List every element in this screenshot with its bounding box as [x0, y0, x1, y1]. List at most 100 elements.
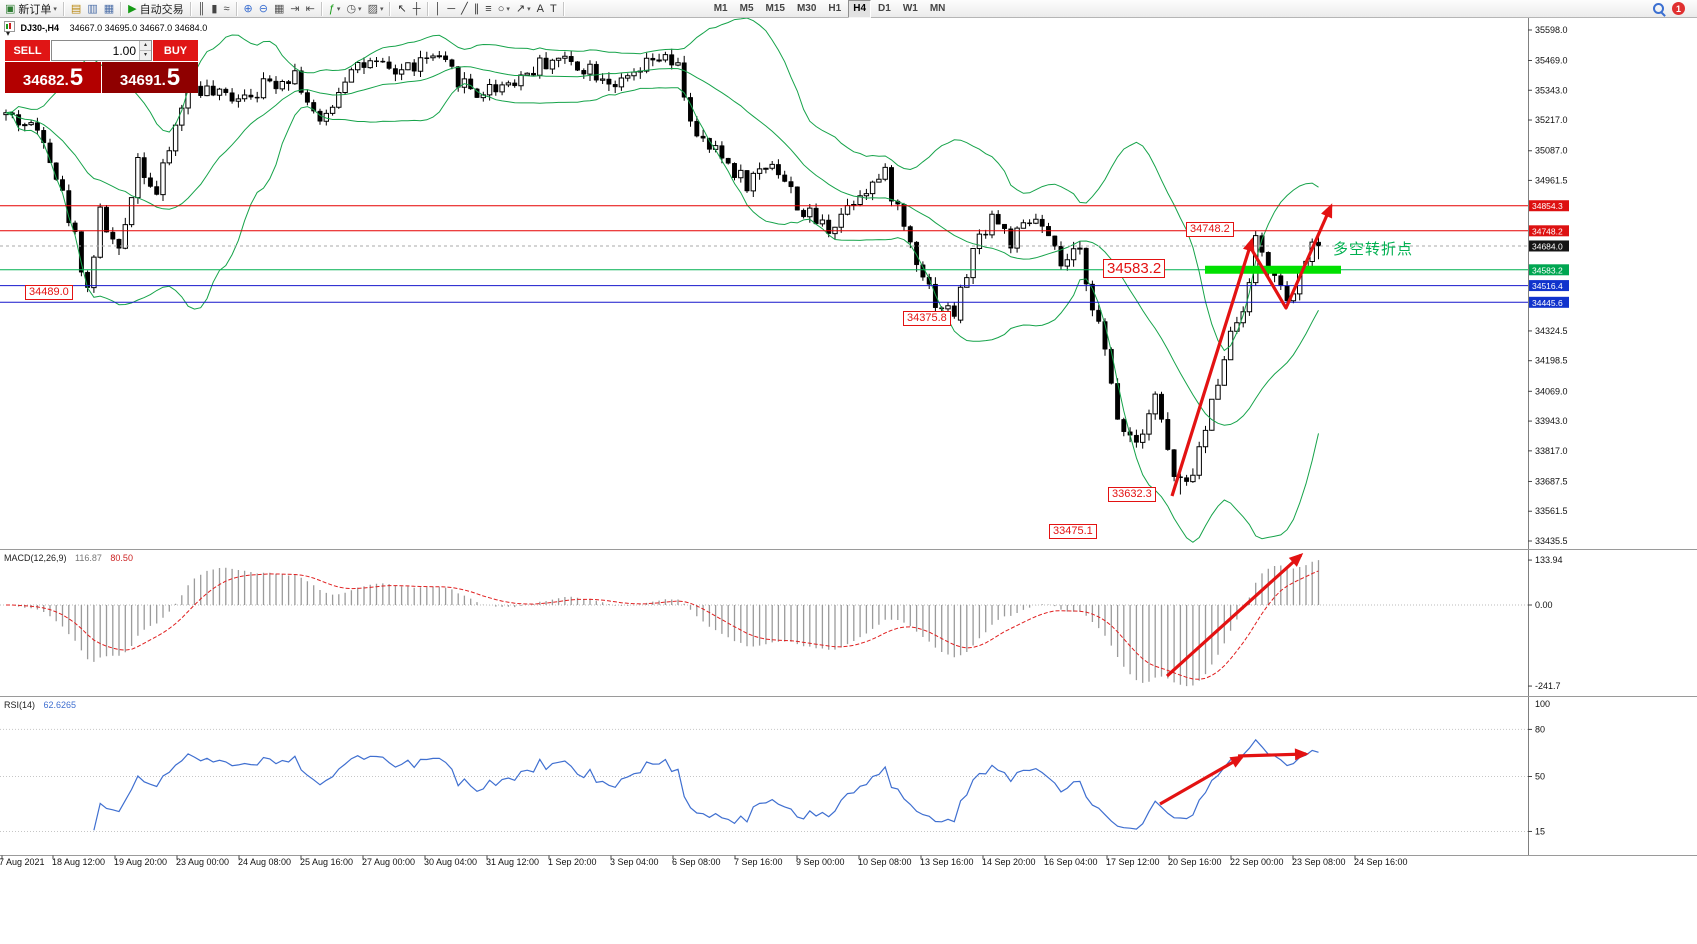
price-tick-label: 34961.5 — [1535, 175, 1568, 185]
price-tick-label: 34198.5 — [1535, 356, 1568, 366]
timeframe-h4-button[interactable]: H4 — [848, 0, 872, 18]
time-label: 14 Sep 20:00 — [982, 857, 1036, 867]
price-tag — [1529, 264, 1569, 276]
chart-window-button[interactable]: ▤ — [69, 1, 83, 17]
timeframe-bar: M1 M5 M15 M30 H1 H4 D1 W1 MN — [708, 0, 952, 18]
toolbar-separator — [235, 1, 238, 16]
macd-value-main: 116.87 — [75, 553, 102, 563]
rsi-scale-label: 80 — [1535, 724, 1545, 734]
tile-windows-button[interactable]: ▦ — [272, 1, 286, 17]
dropdown-caret-icon: ▾ — [53, 5, 57, 13]
zoom-out-button[interactable]: ⊖ — [257, 1, 270, 17]
timeframe-h1-button[interactable]: H1 — [828, 3, 842, 14]
time-label: 31 Aug 12:00 — [486, 857, 540, 867]
timeframe-m5-button[interactable]: M5 — [739, 3, 754, 14]
time-label: 17 Aug 2021 — [0, 857, 45, 867]
buy-button[interactable]: BUY — [153, 40, 198, 61]
shapes-icon: ○ — [497, 2, 505, 15]
macd-label: MACD(12,26,9) 116.87 80.50 — [4, 553, 133, 563]
rsi-value: 62.6265 — [43, 700, 77, 710]
equidistant-channel-icon: ∥ — [473, 2, 480, 15]
cursor-icon: ↖ — [397, 2, 407, 15]
buy-price-main: 34691. — [119, 72, 166, 89]
timeframe-m30-button[interactable]: M30 — [796, 3, 817, 14]
search-icon[interactable] — [1653, 3, 1664, 14]
crosshair-icon: ┼ — [412, 2, 421, 15]
toolbar: ▣ 新订单 ▾ ▤ ▥ ▦ ▶ 自动交易 ║ ▮ ≈ ⊕ ⊖ ▦ ⇥ ⇤ ƒ ▾ ◷ ▾ ▨ ▾ ↖ ┼ │ ─ ╱ ∥ ≡ ○ ▾ ↗ ▾ A T… — [0, 0, 1697, 18]
templates-button[interactable]: ▨ ▾ — [366, 1, 386, 17]
time-label: 10 Sep 08:00 — [858, 857, 912, 867]
print-icon: ▥ — [87, 2, 98, 15]
volume-field: ▴ ▾ — [51, 40, 152, 61]
text-button[interactable]: A — [535, 1, 546, 17]
timeframe-d1-button[interactable]: D1 — [878, 3, 891, 14]
price-flag: 33475.1 — [1049, 524, 1097, 539]
autotrading-button[interactable]: ▶ 自动交易 — [126, 1, 185, 17]
dropdown-caret-icon: ▾ — [358, 5, 362, 13]
line-chart-mode-button[interactable]: ≈ — [221, 1, 231, 17]
collapse-icon[interactable]: ▾ — [6, 29, 11, 38]
print-button[interactable]: ▥ — [85, 1, 99, 17]
trendline-icon: ╱ — [461, 2, 468, 15]
indicators-icon: ƒ — [328, 2, 335, 15]
timeframe-mn-button[interactable]: MN — [929, 3, 946, 14]
auto-scroll-button[interactable]: ⇥ — [288, 1, 301, 17]
time-label: 7 Sep 16:00 — [734, 857, 783, 867]
arrows-button[interactable]: ↗ ▾ — [514, 1, 533, 17]
macd-name: MACD(12,26,9) — [4, 553, 67, 563]
bar-chart-mode-button[interactable]: ║ — [196, 1, 208, 17]
price-tick-label: 33561.5 — [1535, 506, 1568, 516]
periods-button[interactable]: ◷ ▾ — [344, 1, 363, 17]
chart-shift-button[interactable]: ⇤ — [304, 1, 317, 17]
volume-down-icon[interactable]: ▾ — [139, 50, 151, 60]
fibonacci-button[interactable]: ≡ — [483, 1, 493, 17]
timeframe-w1-button[interactable]: W1 — [902, 3, 918, 14]
horizontal-line-button[interactable]: ─ — [445, 1, 457, 17]
price-tag-label: 34516.4 — [1532, 281, 1563, 291]
trendline-button[interactable]: ╱ — [459, 1, 470, 17]
pullback-zigzag-arrow — [1250, 203, 1333, 310]
rsi-name: RSI(14) — [4, 700, 36, 710]
timeframe-m15-button[interactable]: M15 — [765, 3, 785, 14]
volume-up-icon[interactable]: ▴ — [139, 41, 151, 50]
rsi-arrow — [1159, 755, 1245, 806]
price-tick-label: 33817.0 — [1535, 446, 1568, 456]
buy-price[interactable]: 34691. 5 — [102, 62, 198, 93]
timeframe-m1-button[interactable]: M1 — [713, 3, 728, 14]
zoom-in-button[interactable]: ⊕ — [242, 1, 255, 17]
price-tag — [1529, 200, 1569, 212]
new-order-button[interactable]: ▣ 新订单 ▾ — [3, 1, 59, 17]
time-label: 9 Sep 00:00 — [796, 857, 845, 867]
new-order-label: 新订单 — [18, 3, 52, 16]
price-tick-label: 33687.5 — [1535, 476, 1568, 486]
rsi-scale-label: 100 — [1535, 699, 1550, 709]
auto-scroll-icon: ⇥ — [290, 2, 300, 15]
text-label-icon: T — [549, 2, 557, 15]
candlestick-mode-button[interactable]: ▮ — [209, 1, 219, 17]
macd-scale-label: -241.7 — [1535, 681, 1561, 691]
dropdown-caret-icon: ▾ — [379, 5, 384, 13]
vertical-line-button[interactable]: │ — [433, 1, 444, 17]
price-tag — [1529, 225, 1569, 237]
toolbar-groups: ▣ 新订单 ▾ ▤ ▥ ▦ ▶ 自动交易 ║ ▮ ≈ ⊕ ⊖ ▦ ⇥ ⇤ ƒ ▾ ◷ ▾ ▨ ▾ ↖ ┼ │ ─ ╱ ∥ ≡ ○ ▾ ↗ ▾ A T… — [2, 0, 1653, 18]
data-window-icon: ▦ — [103, 2, 115, 15]
toolbar-separator — [426, 1, 429, 16]
indicators-button[interactable]: ƒ ▾ — [327, 1, 343, 17]
macd-scale-label: 133.94 — [1535, 555, 1563, 565]
time-label: 22 Sep 00:00 — [1230, 857, 1284, 867]
cursor-button[interactable]: ↖ — [395, 1, 408, 17]
crosshair-button[interactable]: ┼ — [411, 1, 423, 17]
rally-arrow — [1170, 237, 1255, 497]
notification-badge[interactable]: 1 — [1672, 2, 1685, 15]
text-label-button[interactable]: T — [548, 1, 559, 17]
equidistant-channel-button[interactable]: ∥ — [472, 1, 482, 17]
sell-price[interactable]: 34682. 5 — [5, 62, 101, 93]
vertical-line-icon: │ — [434, 2, 442, 15]
volume-input[interactable] — [52, 41, 139, 60]
time-label: 24 Sep 16:00 — [1354, 857, 1408, 867]
data-window-button[interactable]: ▦ — [102, 1, 116, 17]
shapes-button[interactable]: ○ ▾ — [496, 1, 512, 17]
price-tag-label: 34445.6 — [1532, 298, 1563, 308]
sell-button[interactable]: SELL — [5, 40, 50, 61]
